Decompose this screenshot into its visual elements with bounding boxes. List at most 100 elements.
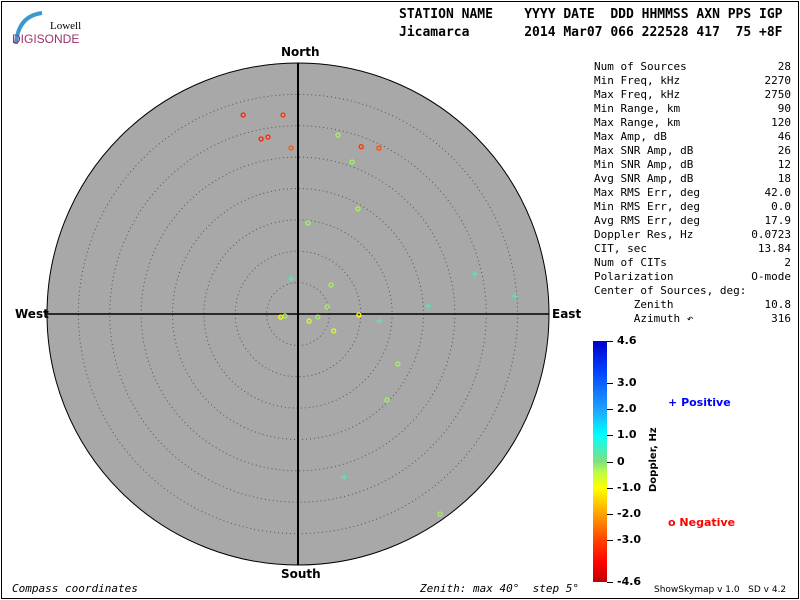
source-point-positive [425,303,432,310]
statistics-panel: Num of Sources 28 Min Freq, kHz 2270 Max Fre… [594,60,791,326]
footer-coordinates: Compass coordinates [12,582,138,595]
colorbar-tick-label: -2.0 [617,506,642,520]
colorbar-tick [607,487,613,489]
legend-positive: + Positive [668,396,731,409]
footer-zenith-info: Zenith: max 40° step 5° [420,582,579,595]
stat-row: Doppler Res, Hz 0.0723 [594,228,791,242]
source-point-negative [288,145,294,151]
stat-row: Max Freq, kHz 2750 [594,88,791,102]
source-point-negative [355,206,361,212]
source-point-negative [305,220,311,226]
stat-value: 42.0 [764,186,792,199]
colorbar-tick [607,540,613,542]
stat-row: Azimuth ↶ 316 [594,312,791,326]
colorbar-tick [607,435,613,437]
colorbar-label: Doppler, Hz [648,427,659,492]
stat-label: Avg SNR Amp, dB [594,172,694,185]
stat-value: 2750 [764,88,792,101]
stat-row: Max SNR Amp, dB 26 [594,144,791,158]
source-point-negative [349,159,355,165]
colorbar-tick-label: 0 [617,454,625,468]
stat-value: 13.84 [757,242,791,255]
stat-row: Max RMS Err, deg 42.0 [594,186,791,200]
source-point-negative [280,112,286,118]
stat-label: Min SNR Amp, dB [594,158,694,171]
stat-row: Center of Sources, deg: [594,284,791,298]
stat-value: 2270 [764,74,792,87]
source-point-negative [437,511,443,517]
stat-label: CIT, sec [594,242,647,255]
version-info: ShowSkymap v 1.0 SD v 4.2 [654,585,787,595]
compass-north: North [281,45,320,59]
colorbar-tick-label: 3.0 [617,375,637,389]
source-point-negative [331,328,337,334]
stat-row: Min Freq, kHz 2270 [594,74,791,88]
source-point-negative [258,136,264,142]
source-point-positive [512,293,519,300]
colorbar-tick [607,409,613,411]
stat-row: Max Range, km 120 [594,116,791,130]
stat-label: Max Amp, dB [594,130,667,143]
stat-label: Max RMS Err, deg [594,186,700,199]
stat-label: Polarization [594,270,674,283]
colorbar-tick-label: -3.0 [617,533,642,547]
source-point-negative [335,132,341,138]
stat-label: Min Freq, kHz [594,74,681,87]
colorbar-tick [607,582,613,583]
source-point-negative [324,304,330,310]
source-point-negative [282,313,288,319]
legend-negative: o Negative [668,516,735,529]
source-point-positive [341,474,348,481]
colorbar-tick-label: -1.0 [617,480,642,494]
stat-row: Max Amp, dB 46 [594,130,791,144]
stat-row: Avg SNR Amp, dB 18 [594,172,791,186]
stat-value: 12 [777,158,791,171]
source-point-negative [395,361,401,367]
stat-label: Doppler Res, Hz [594,228,694,241]
stat-label: Avg RMS Err, deg [594,214,700,227]
digisonde-logo: Lowell DIGISONDE [12,11,81,46]
source-point-negative [240,112,246,118]
stat-value: 10.8 [764,298,792,311]
stat-value: 26 [777,144,791,157]
colorbar-tick [607,341,613,342]
stat-row: Zenith 10.8 [594,298,791,312]
stat-value: 316 [771,312,791,325]
source-point-positive [376,317,383,324]
compass-south: South [281,567,321,581]
stat-row: Polarization O-mode [594,270,791,284]
stat-value: 0.0723 [751,228,791,241]
stat-label: Azimuth ↶ [594,312,694,325]
colorbar-tick [607,461,613,463]
source-points [240,112,519,517]
logo-digisonde-text: DIGISONDE [12,32,79,46]
stat-row: Min Range, km 90 [594,102,791,116]
source-point-negative [265,134,271,140]
colorbar-tick-label: 4.6 [617,334,637,347]
stat-row: CIT, sec 13.84 [594,242,791,256]
stat-value: 2 [784,256,791,269]
source-point-positive [287,275,294,282]
source-point-negative [328,282,334,288]
stat-label: Num of Sources [594,60,687,73]
stat-label: Max SNR Amp, dB [594,144,694,157]
logo-lowell-text: Lowell [50,20,81,32]
stat-value: 28 [777,60,791,73]
stat-value: 0.0 [771,200,791,213]
source-point-negative [376,145,382,151]
circle-icon: o [668,516,676,529]
colorbar-tick-label: -4.6 [617,575,642,588]
stat-row: Avg RMS Err, deg 17.9 [594,214,791,228]
stat-label: Max Range, km [594,116,681,129]
legend-positive-label: Positive [681,396,731,409]
stat-label: Center of Sources, deg: [594,284,747,297]
colorbar-tick [607,382,613,384]
stat-row: Min SNR Amp, dB 12 [594,158,791,172]
stat-row: Num of CITs 2 [594,256,791,270]
doppler-colorbar [593,341,607,582]
stat-value: 120 [771,116,791,129]
source-point-positive [471,271,478,278]
header-values: Jicamarca 2014 Mar07 066 222528 417 75 +… [399,25,783,40]
